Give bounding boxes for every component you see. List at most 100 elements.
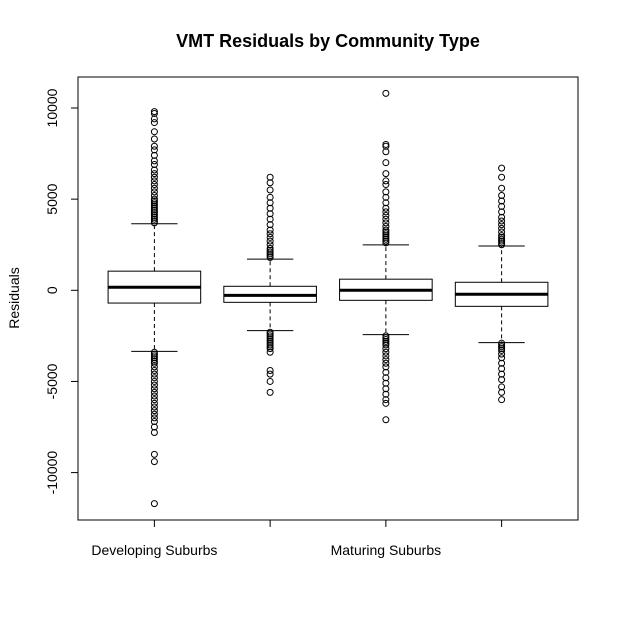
outlier bbox=[150, 403, 158, 411]
outlier bbox=[150, 181, 158, 189]
outlier bbox=[150, 367, 158, 375]
outlier bbox=[382, 199, 390, 207]
outlier bbox=[266, 348, 274, 356]
outlier bbox=[150, 392, 158, 400]
outlier bbox=[382, 215, 390, 223]
outlier bbox=[150, 184, 158, 192]
outlier bbox=[382, 232, 390, 240]
outlier bbox=[266, 215, 274, 223]
outlier bbox=[498, 191, 506, 199]
outlier bbox=[150, 191, 158, 199]
outlier bbox=[150, 450, 158, 458]
outlier bbox=[150, 388, 158, 396]
outlier bbox=[498, 396, 506, 404]
outlier bbox=[150, 213, 158, 221]
outlier bbox=[150, 399, 158, 407]
outlier bbox=[150, 458, 158, 466]
outlier bbox=[150, 206, 158, 214]
outlier bbox=[498, 350, 506, 358]
outlier bbox=[266, 244, 274, 252]
outlier bbox=[382, 226, 390, 234]
outlier bbox=[382, 239, 390, 247]
outlier bbox=[266, 226, 274, 234]
outlier bbox=[150, 108, 158, 116]
outlier bbox=[498, 241, 506, 249]
outlier bbox=[150, 410, 158, 418]
outlier bbox=[150, 109, 158, 117]
outlier bbox=[266, 334, 274, 342]
outlier bbox=[150, 354, 158, 362]
outlier bbox=[382, 212, 390, 220]
outlier bbox=[266, 250, 274, 258]
outlier bbox=[382, 341, 390, 349]
outlier bbox=[382, 396, 390, 404]
y-tick-label: 0 bbox=[44, 286, 60, 294]
outlier bbox=[498, 217, 506, 225]
outlier bbox=[150, 166, 158, 174]
outlier bbox=[266, 173, 274, 181]
outlier bbox=[266, 337, 274, 345]
outlier bbox=[498, 345, 506, 353]
y-tick-label: -5000 bbox=[44, 363, 60, 399]
outlier bbox=[382, 336, 390, 344]
y-tick-label: -10000 bbox=[44, 451, 60, 495]
outlier bbox=[382, 348, 390, 356]
outlier bbox=[150, 359, 158, 367]
outlier bbox=[266, 186, 274, 194]
outlier bbox=[382, 374, 390, 382]
outlier bbox=[266, 241, 274, 249]
outlier bbox=[498, 235, 506, 243]
outlier bbox=[382, 159, 390, 167]
outlier bbox=[150, 219, 158, 227]
outlier bbox=[266, 332, 274, 340]
outlier bbox=[382, 177, 390, 185]
x-tick-label: Maturing Suburbs bbox=[331, 542, 442, 558]
outlier bbox=[382, 359, 390, 367]
outlier bbox=[150, 142, 158, 150]
outlier bbox=[150, 374, 158, 382]
outlier bbox=[150, 151, 158, 159]
outlier bbox=[150, 356, 158, 364]
y-tick-label: 5000 bbox=[44, 183, 60, 214]
outlier bbox=[266, 367, 274, 375]
outlier bbox=[498, 197, 506, 205]
outlier bbox=[498, 228, 506, 236]
outlier bbox=[266, 328, 274, 336]
outlier bbox=[150, 500, 158, 508]
outlier bbox=[150, 204, 158, 212]
outlier bbox=[150, 128, 158, 136]
outlier bbox=[382, 356, 390, 364]
outlier bbox=[382, 233, 390, 241]
outlier bbox=[266, 204, 274, 212]
outlier bbox=[266, 252, 274, 260]
y-axis-label: Residuals bbox=[6, 267, 22, 328]
outlier bbox=[150, 146, 158, 154]
outlier bbox=[382, 368, 390, 376]
outlier bbox=[150, 202, 158, 210]
outlier bbox=[150, 161, 158, 169]
outlier bbox=[150, 363, 158, 371]
chart-title: VMT Residuals by Community Type bbox=[176, 31, 480, 51]
outlier bbox=[150, 173, 158, 181]
outlier bbox=[382, 204, 390, 212]
outlier bbox=[382, 235, 390, 243]
outlier bbox=[150, 377, 158, 385]
outlier bbox=[382, 148, 390, 156]
outlier bbox=[266, 233, 274, 241]
outlier bbox=[498, 232, 506, 240]
outlier bbox=[382, 339, 390, 347]
outlier bbox=[382, 222, 390, 230]
outlier bbox=[266, 336, 274, 344]
outlier bbox=[382, 379, 390, 387]
outlier bbox=[150, 418, 158, 426]
outlier bbox=[266, 345, 274, 353]
outlier bbox=[382, 337, 390, 345]
outlier bbox=[150, 385, 158, 393]
outlier bbox=[382, 89, 390, 97]
outlier bbox=[150, 396, 158, 404]
outlier bbox=[266, 210, 274, 218]
outlier bbox=[382, 237, 390, 245]
outlier bbox=[150, 197, 158, 205]
outlier bbox=[266, 339, 274, 347]
outlier bbox=[150, 115, 158, 123]
